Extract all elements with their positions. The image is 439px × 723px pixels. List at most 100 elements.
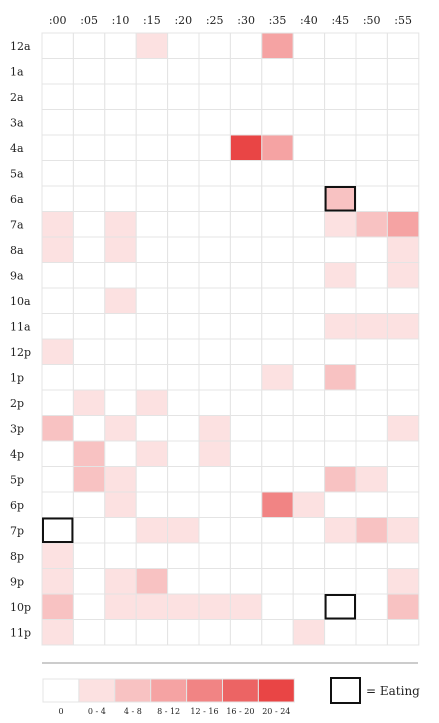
heatmap-cell [104, 313, 137, 340]
row-label: 5a [10, 167, 24, 180]
heatmap-cell [41, 491, 74, 518]
heatmap-cell [167, 58, 200, 85]
heatmap-cell [324, 83, 357, 110]
heatmap-cell [261, 440, 294, 467]
heatmap-cell [229, 262, 263, 289]
heatmap-cell [355, 32, 388, 59]
heatmap-cell [167, 134, 200, 161]
heatmap-cell [324, 236, 357, 263]
eating-legend-label: = Eating [366, 684, 420, 698]
heatmap-cell [324, 568, 357, 595]
heatmap-cell [355, 185, 388, 212]
heatmap-cell [135, 58, 169, 85]
row-label: 4a [10, 142, 24, 155]
heatmap-cell [104, 593, 137, 620]
heatmap-cell [292, 338, 326, 365]
heatmap-cell [167, 466, 200, 493]
heatmap-cell [386, 389, 420, 416]
heatmap-cell [72, 338, 106, 365]
heatmap-cell [104, 364, 137, 391]
heatmap-cell [229, 364, 263, 391]
row-label: 1a [10, 65, 24, 78]
heatmap-cell [167, 313, 200, 340]
heatmap-cell [261, 593, 294, 620]
heatmap-cell [261, 262, 294, 289]
heatmap-cell [386, 236, 420, 263]
heatmap-cell [386, 517, 420, 544]
heatmap-cell [355, 619, 388, 646]
row-label: 10a [10, 295, 31, 308]
heatmap-cell [386, 134, 420, 161]
heatmap-cell [229, 32, 263, 59]
heatmap-cell [72, 364, 106, 391]
heatmap-cell [261, 160, 294, 187]
heatmap-cell [229, 542, 263, 569]
heatmap-cell [104, 160, 137, 187]
heatmap-cell [261, 568, 294, 595]
heatmap-cell [104, 134, 137, 161]
heatmap-cell [324, 287, 357, 314]
heatmap-cell [229, 466, 263, 493]
row-label: 3p [10, 422, 24, 435]
heatmap-cell [386, 440, 420, 467]
heatmap-cell [386, 160, 420, 187]
heatmap-cell [261, 211, 294, 238]
heatmap-cell [72, 32, 106, 59]
heatmap-cell [72, 466, 106, 493]
heatmap-cell [292, 364, 326, 391]
heatmap-cell [167, 491, 200, 518]
heatmap-cell [167, 83, 200, 110]
legend-label: 4 - 8 [124, 707, 142, 716]
heatmap-cell [324, 415, 357, 442]
heatmap-cell [72, 619, 106, 646]
heatmap-cell [229, 517, 263, 544]
heatmap-cell [292, 236, 326, 263]
heatmap-cell [261, 364, 294, 391]
heatmap-cell [198, 287, 231, 314]
heatmap-cell [72, 58, 106, 85]
heatmap-cell [355, 236, 388, 263]
heatmap-cell [324, 491, 357, 518]
heatmap-cell [355, 364, 388, 391]
heatmap-cell [167, 619, 200, 646]
heatmap-cell [292, 568, 326, 595]
heatmap-cell [135, 568, 169, 595]
heatmap-cell [135, 338, 169, 365]
heatmap-cell [324, 313, 357, 340]
heatmap-cell [104, 211, 137, 238]
heatmap-cell [41, 58, 74, 85]
heatmap-cell [198, 185, 231, 212]
heatmap-cell [104, 109, 137, 136]
heatmap-cell [324, 160, 357, 187]
heatmap-cell [167, 109, 200, 136]
heatmap-cell [386, 619, 420, 646]
legend-swatch [78, 678, 116, 703]
eating-marker [324, 186, 357, 212]
heatmap-cell [72, 491, 106, 518]
heatmap-cell [72, 83, 106, 110]
row-label: 8p [10, 550, 24, 563]
heatmap-cell [229, 287, 263, 314]
row-label: 4p [10, 448, 24, 461]
column-label: :30 [237, 14, 255, 27]
heatmap-cell [261, 491, 294, 518]
heatmap-cell [198, 313, 231, 340]
heatmap-cell [104, 440, 137, 467]
heatmap-cell [198, 466, 231, 493]
legend-label: 20 - 24 [262, 707, 290, 716]
column-label: :15 [143, 14, 161, 27]
legend: 0 0 - 4 4 - 8 8 - 12 12 - 16 16 - 20 20 - 24 [42, 678, 295, 716]
row-label: 6p [10, 499, 24, 512]
heatmap-cell [104, 542, 137, 569]
heatmap-cell [292, 415, 326, 442]
heatmap-cell [386, 593, 420, 620]
heatmap-cell [292, 211, 326, 238]
column-label: :00 [49, 14, 67, 27]
heatmap-cell [198, 364, 231, 391]
heatmap-cell [229, 211, 263, 238]
heatmap-cell [386, 109, 420, 136]
column-label: :40 [300, 14, 318, 27]
heatmap-cell [292, 32, 326, 59]
eating-markers [42, 186, 357, 620]
heatmap-cell [198, 593, 231, 620]
